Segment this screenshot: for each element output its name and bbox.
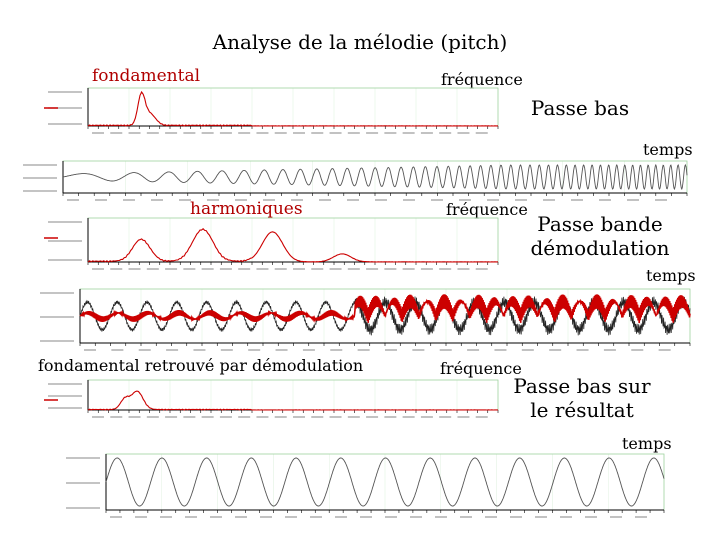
label-temps-3: temps (622, 434, 672, 453)
label-frequence-2: fréquence (446, 200, 528, 219)
label-passe-bande-demodulation: Passe bande démodulation (530, 212, 670, 260)
label-passe-bas: Passe bas (530, 96, 630, 120)
spectrum-plot-fondamental-retrouve (44, 379, 499, 418)
page-title: Analyse de la mélodie (pitch) (212, 30, 508, 54)
label-fondamental-retrouve: fondamental retrouvé par démodulation (38, 356, 364, 375)
signal-plot-demodulation (40, 288, 691, 351)
signal-resultat-signal-line (105, 457, 665, 507)
spectrum-plot-fondamental (44, 87, 499, 134)
spectrum-plot-harmoniques (44, 217, 499, 270)
label-frequence-1: fréquence (441, 70, 523, 89)
label-frequence-3: fréquence (440, 359, 522, 378)
label-fondamental: fondamental (92, 66, 201, 86)
signal-passe-bas-signal-line (62, 163, 688, 191)
signal-demodulation-signal-line (79, 296, 691, 336)
signal-plot-passe-bas (23, 160, 688, 201)
spectrum-harmoniques-spectrum-line (87, 228, 499, 263)
spectrum-fondamental-retrouve-spectrum-line (87, 390, 498, 411)
spectrum-fondamental-spectrum-line (87, 90, 499, 127)
label-harmoniques: harmoniques (190, 199, 303, 219)
label-passe-bas-resultat: Passe bas sur le résultat (513, 374, 651, 422)
signal-demodulation-envelope-line (79, 294, 691, 324)
label-temps-2: temps (646, 266, 696, 285)
signal-plot-resultat (66, 453, 665, 518)
label-temps-1: temps (643, 140, 693, 159)
